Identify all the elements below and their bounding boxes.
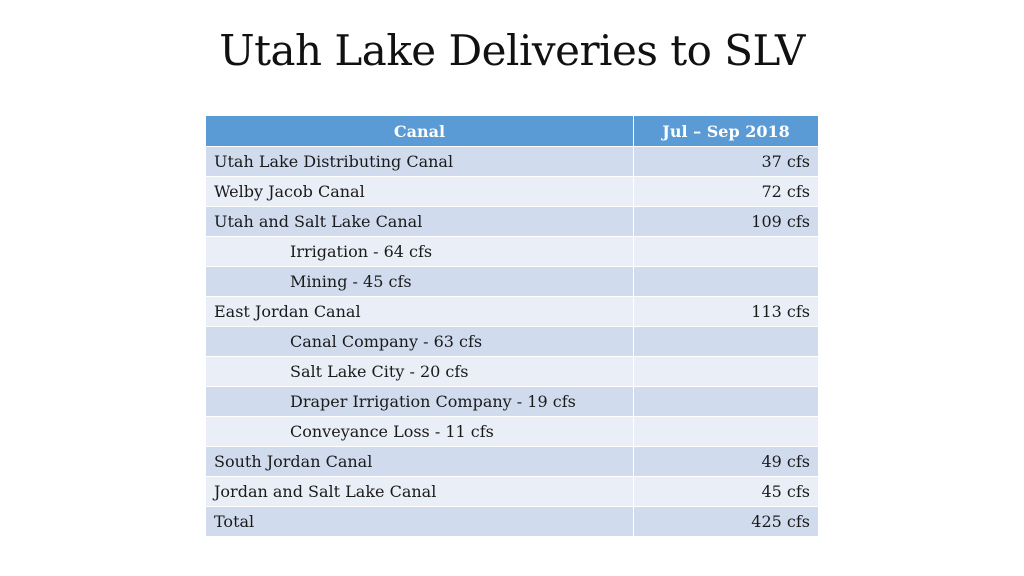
- flow-value-cell: 45 cfs: [633, 476, 819, 507]
- canal-name-cell: Draper Irrigation Company - 19 cfs: [204, 386, 635, 417]
- flow-value-cell: [633, 386, 819, 417]
- table-row: Total 425 cfs: [204, 506, 819, 537]
- table-body: Utah Lake Distributing Canal 37 cfs Welby …: [204, 146, 819, 537]
- table-row: Mining - 45 cfs: [204, 266, 819, 297]
- canal-name-cell: Total: [204, 506, 635, 537]
- table-row: Utah and Salt Lake Canal 109 cfs: [204, 206, 819, 237]
- table-row: Jordan and Salt Lake Canal 45 cfs: [204, 476, 819, 507]
- flow-value-cell: 37 cfs: [633, 146, 819, 177]
- canal-name-cell: Canal Company - 63 cfs: [204, 326, 635, 357]
- canal-name-cell: Irrigation - 64 cfs: [204, 236, 635, 267]
- canal-name-cell: Jordan and Salt Lake Canal: [204, 476, 635, 507]
- table-row: Utah Lake Distributing Canal 37 cfs: [204, 146, 819, 177]
- canal-name-cell: Salt Lake City - 20 cfs: [204, 356, 635, 387]
- flow-value-cell: [633, 326, 819, 357]
- canal-name-cell: Utah Lake Distributing Canal: [204, 146, 635, 177]
- canal-name-cell: Conveyance Loss - 11 cfs: [204, 416, 635, 447]
- flow-value-cell: [633, 356, 819, 387]
- table-row: South Jordan Canal 49 cfs: [204, 446, 819, 477]
- flow-value-cell: 49 cfs: [633, 446, 819, 477]
- table-row: Canal Company - 63 cfs: [204, 326, 819, 357]
- table-row: Conveyance Loss - 11 cfs: [204, 416, 819, 447]
- canal-name-cell: East Jordan Canal: [204, 296, 635, 327]
- flow-value-cell: 109 cfs: [633, 206, 819, 237]
- canal-name-cell: South Jordan Canal: [204, 446, 635, 477]
- flow-value-cell: 113 cfs: [633, 296, 819, 327]
- header-canal: Canal: [204, 115, 635, 147]
- slide-title: Utah Lake Deliveries to SLV: [219, 26, 805, 75]
- table-header-row: Canal Jul – Sep 2018: [204, 115, 819, 147]
- table-row: East Jordan Canal 113 cfs: [204, 296, 819, 327]
- flow-value-cell: [633, 416, 819, 447]
- deliveries-table: Canal Jul – Sep 2018 Utah Lake Distribut…: [204, 115, 819, 537]
- flow-value-cell: 72 cfs: [633, 176, 819, 207]
- canal-name-cell: Utah and Salt Lake Canal: [204, 206, 635, 237]
- table-row: Irrigation - 64 cfs: [204, 236, 819, 267]
- header-period: Jul – Sep 2018: [633, 115, 819, 147]
- table-row: Welby Jacob Canal 72 cfs: [204, 176, 819, 207]
- flow-value-cell: 425 cfs: [633, 506, 819, 537]
- canal-name-cell: Welby Jacob Canal: [204, 176, 635, 207]
- canal-name-cell: Mining - 45 cfs: [204, 266, 635, 297]
- table-row: Salt Lake City - 20 cfs: [204, 356, 819, 387]
- flow-value-cell: [633, 236, 819, 267]
- table-row: Draper Irrigation Company - 19 cfs: [204, 386, 819, 417]
- flow-value-cell: [633, 266, 819, 297]
